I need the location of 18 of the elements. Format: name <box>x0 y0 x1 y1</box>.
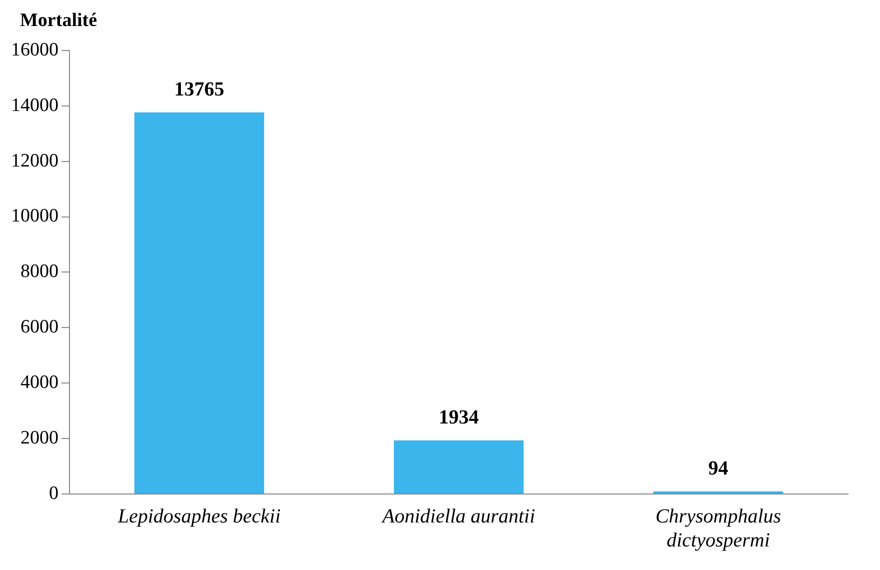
bar <box>394 440 524 494</box>
y-tick-label: 2000 <box>20 428 58 449</box>
data-label: 94 <box>708 458 728 480</box>
x-tick-label: Chrysomphalus dictyospermi <box>655 505 782 552</box>
y-tick-label: 12000 <box>11 150 58 172</box>
y-axis-title: Mortalité <box>20 10 98 32</box>
y-tick-label: 0 <box>49 482 58 504</box>
bar <box>134 112 264 494</box>
y-tick-label: 10000 <box>11 206 58 227</box>
y-tick-label: 16000 <box>11 39 58 60</box>
y-tick-label: 8000 <box>20 261 58 282</box>
data-label: 1934 <box>438 406 479 429</box>
x-tick-label: Aonidiella aurantii <box>380 505 536 528</box>
y-tick-label: 6000 <box>20 316 58 338</box>
data-label: 13765 <box>174 78 224 101</box>
y-tick-label: 4000 <box>20 372 58 394</box>
y-tick-label: 14000 <box>11 94 58 116</box>
x-tick-label: Lepidosaphes beckii <box>116 505 281 528</box>
